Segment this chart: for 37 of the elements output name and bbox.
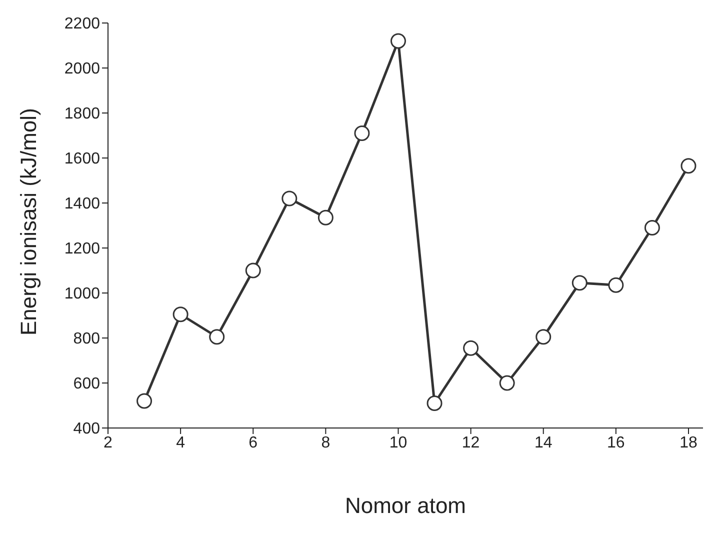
point: [318, 210, 334, 226]
x-tick-label: 16: [607, 434, 625, 452]
x-tick-label: 14: [534, 434, 552, 452]
y-tick-label: 1800: [64, 106, 100, 123]
y-tick-label: 1600: [64, 150, 100, 168]
y-tick-label: 2000: [64, 60, 100, 78]
y-tick-label: 600: [73, 376, 100, 393]
y-tick-label: 2200: [64, 16, 100, 33]
point: [209, 329, 225, 345]
point: [354, 126, 370, 141]
y-tick-label: 1200: [64, 240, 100, 258]
y-axis-title: Energi ionisasi (kJ/mol): [16, 108, 41, 336]
x-tick-label: 4: [176, 434, 186, 452]
y-tick-label: 1000: [64, 286, 100, 303]
point: [644, 220, 660, 236]
x-tick-label: 6: [248, 434, 258, 452]
y-tick-label: 400: [73, 420, 100, 438]
y-tick-label: 800: [73, 330, 100, 348]
point: [499, 375, 515, 391]
point: [608, 277, 624, 293]
point: [390, 33, 406, 49]
x-tick-label: 8: [321, 434, 330, 452]
point: [536, 329, 552, 345]
point: [572, 275, 588, 291]
point: [172, 306, 188, 322]
point: [245, 262, 261, 278]
y-tick-label: 1400: [64, 196, 100, 213]
point: [136, 393, 152, 409]
x-tick-label: 10: [389, 434, 408, 452]
x-axis-title: Nomor atom: [344, 493, 466, 518]
point: [426, 396, 442, 411]
point: [680, 158, 696, 174]
x-tick-label: 12: [462, 434, 480, 452]
point: [282, 190, 298, 206]
x-tick-label: 18: [680, 434, 698, 452]
x-tick-label: 2: [104, 434, 113, 452]
point: [463, 340, 479, 356]
